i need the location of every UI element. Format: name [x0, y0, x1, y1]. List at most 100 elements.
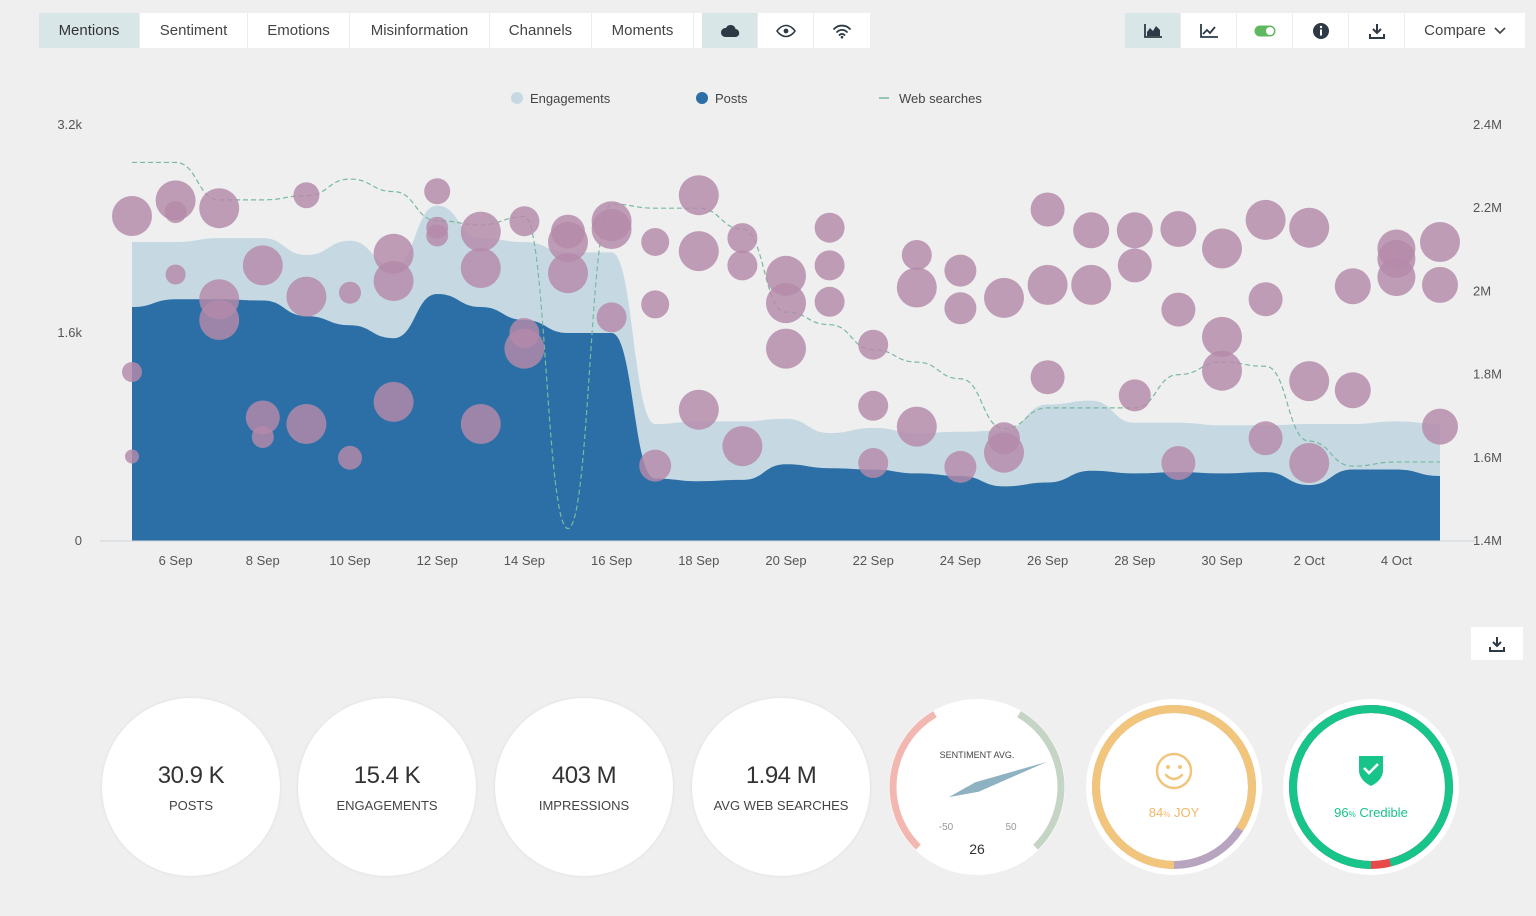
bubble-point — [1248, 282, 1283, 317]
bubble-point — [460, 211, 501, 252]
shield-check-icon — [1359, 756, 1383, 786]
tab-channels[interactable]: Channels — [490, 13, 592, 48]
x-tick-label: 12 Sep — [417, 553, 458, 568]
bubble-point — [112, 196, 152, 236]
joy-label: 84% JOY — [1085, 805, 1263, 820]
bubble-point — [596, 302, 627, 333]
bubble-point — [426, 224, 449, 247]
y-left-tick-label: 3.2k — [57, 117, 82, 132]
legend-engagements-marker — [511, 92, 523, 104]
sentiment-needle — [948, 761, 1047, 798]
bubble-point — [286, 276, 327, 317]
wifi-button[interactable] — [814, 13, 870, 48]
bubble-point — [373, 381, 414, 422]
x-tick-label: 6 Sep — [159, 553, 193, 568]
bubble-point — [727, 223, 758, 254]
bubble-point — [251, 426, 274, 448]
cloud-button[interactable] — [702, 13, 758, 48]
eye-button[interactable] — [758, 13, 814, 48]
legend-engagements: Engagements — [530, 91, 611, 106]
x-tick-label: 8 Sep — [246, 553, 280, 568]
info-icon — [1312, 22, 1329, 39]
x-tick-label: 10 Sep — [329, 553, 370, 568]
bubble-point — [199, 188, 240, 229]
kpi-engagements: 15.4 K ENGAGEMENTS — [298, 698, 476, 876]
tab-moments[interactable]: Moments — [592, 13, 694, 48]
joy-percent: 84 — [1148, 805, 1164, 820]
sentiment-max-label: 50 — [1005, 822, 1017, 833]
bubble-point — [1116, 212, 1153, 249]
x-tick-label: 30 Sep — [1201, 553, 1242, 568]
bubble-point — [1248, 421, 1283, 456]
kpi-posts-value: 30.9 K — [157, 761, 225, 789]
compare-dropdown[interactable]: Compare — [1405, 13, 1525, 48]
bubble-point — [1027, 264, 1068, 305]
bubble-point — [591, 209, 632, 249]
sentiment-title: SENTIMENT AVG. — [940, 750, 1015, 760]
x-tick-label: 24 Sep — [940, 553, 981, 568]
y-right-tick-label: 2M — [1473, 283, 1491, 298]
bubble-point — [1030, 192, 1065, 227]
sentiment-min-label: -50 — [939, 822, 954, 833]
y-axis-right: 1.4M 1.6M 1.8M 2M 2.2M 2.4M — [1473, 117, 1502, 548]
bubble-point — [641, 290, 670, 319]
bubble-point — [1334, 372, 1371, 409]
tab-mentions[interactable]: Mentions — [39, 13, 140, 48]
bubble-point — [944, 292, 977, 325]
bubble-point — [1202, 228, 1242, 269]
bubble-point — [1160, 211, 1197, 247]
bubble-point — [1334, 268, 1371, 305]
bubble-point — [286, 404, 327, 444]
credible-percent-unit: % — [1348, 810, 1356, 819]
bubble-point — [678, 231, 719, 272]
bubble-point — [722, 426, 763, 467]
bubble-point — [1071, 264, 1112, 305]
line-chart-button[interactable] — [1181, 13, 1237, 48]
bubble-point — [293, 182, 320, 209]
bubble-point — [944, 254, 977, 287]
x-tick-label: 16 Sep — [591, 553, 632, 568]
bubble-point — [814, 212, 845, 243]
bubble-point — [1161, 292, 1196, 327]
area-chart-button[interactable] — [1125, 13, 1181, 48]
x-tick-label: 26 Sep — [1027, 553, 1068, 568]
legend-web-searches: Web searches — [899, 91, 982, 106]
kpi-posts: 30.9 K POSTS — [102, 698, 280, 876]
bubble-point — [814, 250, 845, 281]
bubble-point — [1422, 266, 1458, 303]
bubble-point — [165, 264, 186, 285]
tab-sentiment[interactable]: Sentiment — [140, 13, 248, 48]
mentions-chart: Engagements Posts Web searches 0 1.6k 3.2k… — [57, 91, 1502, 568]
joy-gauge: 84% JOY — [1085, 698, 1263, 876]
bubble-point — [727, 250, 758, 281]
download-button[interactable] — [1349, 13, 1405, 48]
bubble-point — [678, 389, 719, 430]
toggle-icon — [1254, 25, 1275, 36]
bubble-point — [548, 253, 588, 294]
smiley-icon — [1155, 752, 1193, 790]
bubble-point — [858, 448, 889, 478]
bubble-point — [504, 328, 545, 369]
legend-posts: Posts — [715, 91, 748, 106]
tab-misinformation[interactable]: Misinformation — [350, 13, 490, 48]
bubble-point — [460, 248, 501, 288]
area-chart-icon — [1143, 23, 1162, 38]
cloud-icon — [720, 24, 739, 37]
bubble-point — [766, 328, 806, 369]
kpi-impressions: 403 M IMPRESSIONS — [495, 698, 673, 876]
bubble-point — [339, 281, 361, 304]
bubble-point — [1117, 248, 1152, 283]
tab-emotions[interactable]: Emotions — [248, 13, 350, 48]
bubble-point — [373, 261, 414, 301]
y-right-tick-label: 1.6M — [1473, 450, 1502, 465]
view-tabs: Mentions Sentiment Emotions Misinformati… — [39, 13, 870, 48]
info-button[interactable] — [1293, 13, 1349, 48]
y-right-tick-label: 2.2M — [1473, 200, 1502, 215]
export-download-button[interactable] — [1471, 627, 1523, 660]
joy-text: JOY — [1173, 805, 1200, 820]
toggle-button[interactable] — [1237, 13, 1293, 48]
eye-icon — [775, 24, 796, 37]
kpi-posts-label: POSTS — [168, 797, 214, 813]
chart-tools: Compare — [1125, 13, 1525, 48]
x-tick-label: 18 Sep — [678, 553, 719, 568]
